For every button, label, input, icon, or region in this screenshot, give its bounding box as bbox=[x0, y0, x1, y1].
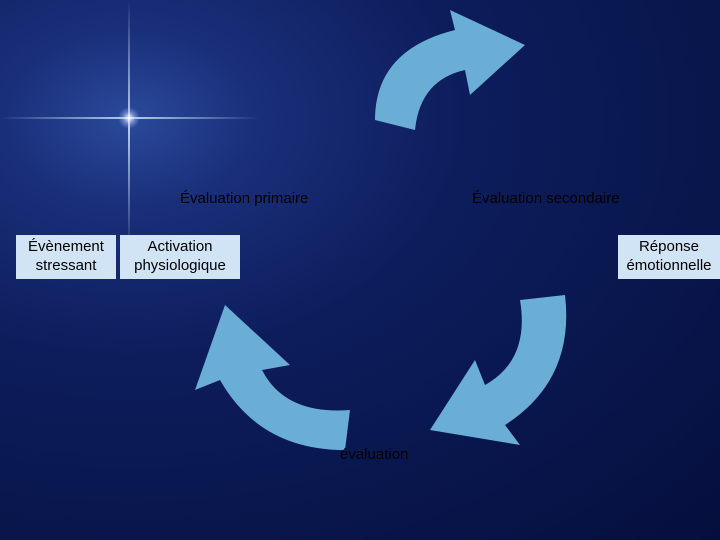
box-response-text: Réponseémotionnelle bbox=[626, 238, 711, 276]
label-evaluation-bottom: évaluation bbox=[340, 446, 408, 463]
box-event-text: Évènementstressant bbox=[28, 238, 104, 276]
box-evenement-stressant: Évènementstressant bbox=[16, 235, 116, 279]
lens-flare-core bbox=[118, 107, 140, 129]
box-reponse-emotionnelle: Réponseémotionnelle bbox=[618, 235, 720, 279]
box-activation-text: Activationphysiologique bbox=[134, 238, 226, 276]
cycle-arrow-left bbox=[190, 290, 360, 460]
box-activation-physiologique: Activationphysiologique bbox=[120, 235, 240, 279]
label-evaluation-secondaire: Évaluation secondaire bbox=[472, 190, 620, 207]
label-evaluation-primaire: Évaluation primaire bbox=[180, 190, 308, 207]
cycle-arrow-right bbox=[420, 290, 580, 460]
cycle-arrow-top bbox=[365, 10, 545, 150]
